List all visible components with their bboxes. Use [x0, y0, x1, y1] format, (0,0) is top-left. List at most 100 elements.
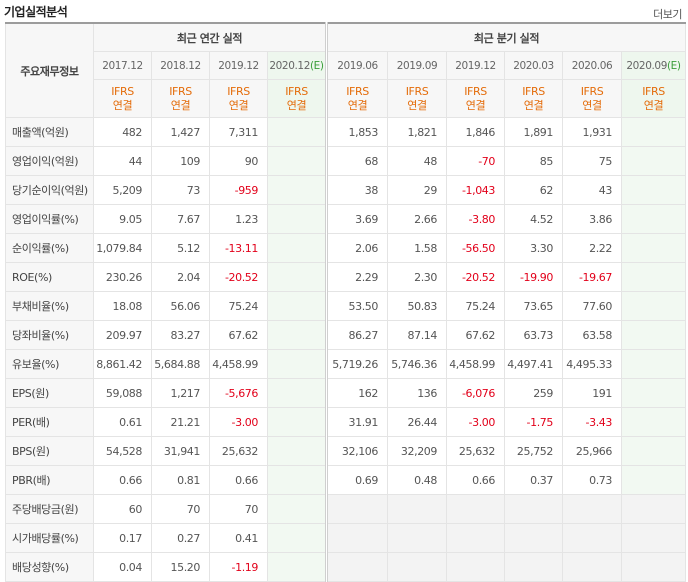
- empty-cell: [562, 523, 622, 553]
- value-cell: 1.58: [387, 233, 447, 263]
- data-row: 부채비율(%) 18.08 56.06 75.24 53.50 50.83 75.24 73.…: [5, 291, 686, 321]
- value-cell: 4,495.33: [562, 349, 622, 379]
- empty-cell: [446, 494, 505, 524]
- value-cell: 1,931: [562, 117, 622, 147]
- empty-cell: [267, 378, 327, 408]
- value-cell: -1,043: [446, 175, 505, 205]
- value-cell: 4.52: [504, 204, 563, 234]
- accounting-header: IFRS 연결: [267, 79, 327, 118]
- consolidation-scope: 연결: [643, 98, 664, 112]
- value-cell: -20.52: [446, 262, 505, 292]
- accounting-standard: IFRS: [464, 84, 487, 98]
- value-cell: 70: [151, 494, 210, 524]
- value-cell: 26.44: [387, 407, 447, 437]
- value-cell: 67.62: [446, 320, 505, 350]
- empty-cell: [621, 378, 686, 408]
- row-label: 유보율(%): [5, 349, 94, 379]
- empty-cell: [267, 320, 327, 350]
- row-label: 부채비율(%): [5, 291, 94, 321]
- accounting-standard: IFRS: [346, 84, 369, 98]
- value-cell: 75.24: [446, 291, 505, 321]
- data-row: 영업이익(억원) 44 109 90 68 48 -70 85 75: [5, 146, 686, 176]
- value-cell: 4,458.99: [446, 349, 505, 379]
- value-cell: 5,684.88: [151, 349, 210, 379]
- value-cell: 7,311: [209, 117, 268, 147]
- empty-cell: [267, 349, 327, 379]
- data-row: 배당성향(%) 0.04 15.20 -1.19: [5, 552, 686, 582]
- value-cell: 31,941: [151, 436, 210, 466]
- value-cell: 87.14: [387, 320, 447, 350]
- value-cell: 1,821: [387, 117, 447, 147]
- value-cell: -13.11: [209, 233, 268, 263]
- value-cell: 15.20: [151, 552, 210, 582]
- empty-cell: [267, 262, 327, 292]
- consolidation-scope: 연결: [582, 98, 602, 112]
- value-cell: 68: [325, 146, 388, 176]
- value-cell: 4,497.41: [504, 349, 563, 379]
- value-cell: 191: [562, 378, 622, 408]
- value-cell: 63.73: [504, 320, 563, 350]
- value-cell: 43: [562, 175, 622, 205]
- value-cell: -959: [209, 175, 268, 205]
- value-cell: -19.67: [562, 262, 622, 292]
- value-cell: 73.65: [504, 291, 563, 321]
- period-date: 2017.12: [102, 59, 143, 72]
- value-cell: -3.00: [209, 407, 268, 437]
- value-cell: 25,966: [562, 436, 622, 466]
- period-date: 2018.12: [160, 59, 201, 72]
- consolidation-scope: 연결: [286, 98, 307, 112]
- accounting-standard: IFRS: [169, 84, 192, 98]
- value-cell: 4,458.99: [209, 349, 268, 379]
- value-cell: 2.06: [325, 233, 388, 263]
- accounting-header: IFRS 연결: [93, 79, 152, 118]
- value-cell: 2.22: [562, 233, 622, 263]
- empty-cell: [504, 494, 563, 524]
- period-header: 2019.06: [325, 51, 388, 80]
- row-label: ROE(%): [5, 262, 94, 292]
- accounting-header: IFRS 연결: [504, 79, 563, 118]
- data-row: 매출액(억원) 482 1,427 7,311 1,853 1,821 1,846 1,891…: [5, 117, 686, 147]
- empty-cell: [446, 523, 505, 553]
- value-cell: 38: [325, 175, 388, 205]
- more-link[interactable]: 더보기: [653, 8, 682, 21]
- empty-cell: [621, 204, 686, 234]
- value-cell: 0.66: [209, 465, 268, 495]
- value-cell: 85: [504, 146, 563, 176]
- value-cell: 5,746.36: [387, 349, 447, 379]
- data-row: 주당배당금(원) 60 70 70: [5, 494, 686, 524]
- value-cell: 7.67: [151, 204, 210, 234]
- value-cell: 75.24: [209, 291, 268, 321]
- empty-cell: [621, 552, 686, 582]
- empty-cell: [267, 407, 327, 437]
- row-label: PER(배): [5, 407, 94, 437]
- empty-cell: [267, 436, 327, 466]
- accounting-header: IFRS 연결: [446, 79, 505, 118]
- value-cell: -56.50: [446, 233, 505, 263]
- value-cell: 0.17: [93, 523, 152, 553]
- empty-cell: [504, 552, 563, 582]
- empty-cell: [621, 320, 686, 350]
- value-cell: 3.30: [504, 233, 563, 263]
- value-cell: -3.80: [446, 204, 505, 234]
- empty-cell: [504, 523, 563, 553]
- row-label: 당좌비율(%): [5, 320, 94, 350]
- empty-cell: [621, 117, 686, 147]
- value-cell: 5,719.26: [325, 349, 388, 379]
- accounting-row: IFRS 연결 IFRS 연결 IFRS 연결 IFRS 연결 IFRS 연결 IFRS 연결 IFRS…: [6, 79, 686, 118]
- value-cell: 56.06: [151, 291, 210, 321]
- value-cell: 0.69: [325, 465, 388, 495]
- accounting-standard: IFRS: [285, 84, 308, 98]
- data-row: PER(배) 0.61 21.21 -3.00 31.91 26.44 -3.00 -1.75…: [5, 407, 686, 437]
- value-cell: 25,632: [446, 436, 505, 466]
- period-header: 2019.12: [209, 51, 268, 80]
- value-cell: 3.69: [325, 204, 388, 234]
- value-cell: 1.23: [209, 204, 268, 234]
- row-label: EPS(원): [5, 378, 94, 408]
- value-cell: 63.58: [562, 320, 622, 350]
- value-cell: -1.75: [504, 407, 563, 437]
- data-row: ROE(%) 230.26 2.04 -20.52 2.29 2.30 -20.52 -19.…: [5, 262, 686, 292]
- empty-cell: [621, 262, 686, 292]
- value-cell: -70: [446, 146, 505, 176]
- period-date: 2019.06: [337, 59, 378, 72]
